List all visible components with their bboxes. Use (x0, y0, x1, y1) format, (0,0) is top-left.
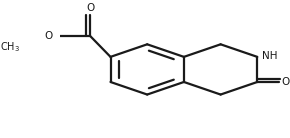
Text: O: O (281, 77, 289, 87)
Text: NH: NH (262, 51, 278, 61)
Text: O: O (44, 31, 52, 41)
Text: CH$_3$: CH$_3$ (0, 41, 20, 54)
Text: O: O (86, 3, 95, 13)
